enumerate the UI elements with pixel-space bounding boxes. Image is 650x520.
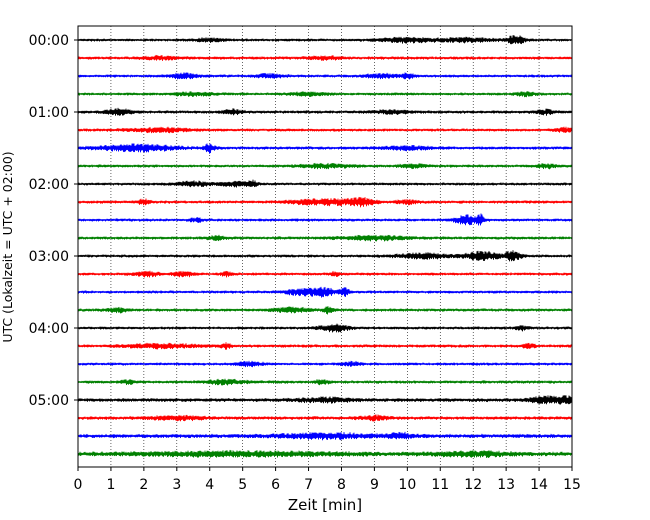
x-tick-label: 11: [431, 477, 449, 493]
seismic-trace: [77, 270, 573, 278]
x-tick-label: 4: [205, 477, 214, 493]
x-tick-label: 5: [238, 477, 247, 493]
axes-frame: [77, 25, 573, 468]
seismic-trace: [77, 162, 573, 170]
seismic-trace: [77, 378, 573, 386]
x-tick-label: 8: [337, 477, 346, 493]
seismic-trace: [77, 54, 573, 61]
seismic-trace: [77, 323, 573, 333]
y-tick-label: 01:00: [29, 105, 69, 121]
seismic-trace: [77, 449, 573, 459]
x-tick-label: 14: [530, 477, 548, 493]
seismic-trace: [77, 126, 573, 134]
seismic-trace: [77, 286, 573, 298]
seismic-trace: [77, 395, 573, 405]
x-tick-label: 0: [74, 477, 83, 493]
seismic-trace: [77, 431, 573, 441]
y-tick-label: 00:00: [29, 33, 69, 49]
traces: [77, 35, 573, 459]
x-tick-label: 2: [139, 477, 148, 493]
y-tick-label: 04:00: [29, 321, 69, 337]
seismic-trace: [77, 414, 573, 422]
x-tick-label: 6: [271, 477, 280, 493]
seismic-trace: [77, 35, 573, 45]
x-axis-ticks: 0 1 2 3 4 5 6 7 8 9 10 11 12 13 14 15: [74, 467, 581, 493]
seismic-trace: [77, 143, 573, 154]
seismic-trace: [77, 360, 573, 368]
seismic-trace: [77, 91, 573, 98]
seismic-trace: [77, 196, 573, 208]
x-tick-label: 7: [304, 477, 313, 493]
seismic-trace: [77, 342, 573, 350]
y-tick-label: 03:00: [29, 249, 69, 265]
seismic-trace: [77, 234, 573, 242]
x-tick-label: 12: [464, 477, 482, 493]
x-tick-label: 1: [106, 477, 115, 493]
y-axis-label: UTC (Lokalzeit = UTC + 02:00): [0, 151, 15, 342]
y-axis-ticks: 00:00 01:00 02:00 03:00 04:00 05:00: [29, 33, 78, 409]
y-tick-label: 05:00: [29, 393, 69, 409]
seismic-trace: [77, 250, 573, 262]
x-axis-label: Zeit [min]: [288, 496, 362, 514]
x-tick-label: 3: [172, 477, 181, 493]
seismic-trace: [77, 72, 573, 80]
x-tick-label: 10: [398, 477, 416, 493]
seismic-trace: [77, 107, 573, 116]
x-tick-label: 9: [370, 477, 379, 493]
y-tick-label: 02:00: [29, 177, 69, 193]
seismic-trace: [77, 213, 573, 226]
seismic-trace: [77, 179, 573, 188]
x-tick-label: 13: [497, 477, 515, 493]
seismic-trace: [77, 306, 573, 315]
x-tick-label: 15: [563, 477, 581, 493]
